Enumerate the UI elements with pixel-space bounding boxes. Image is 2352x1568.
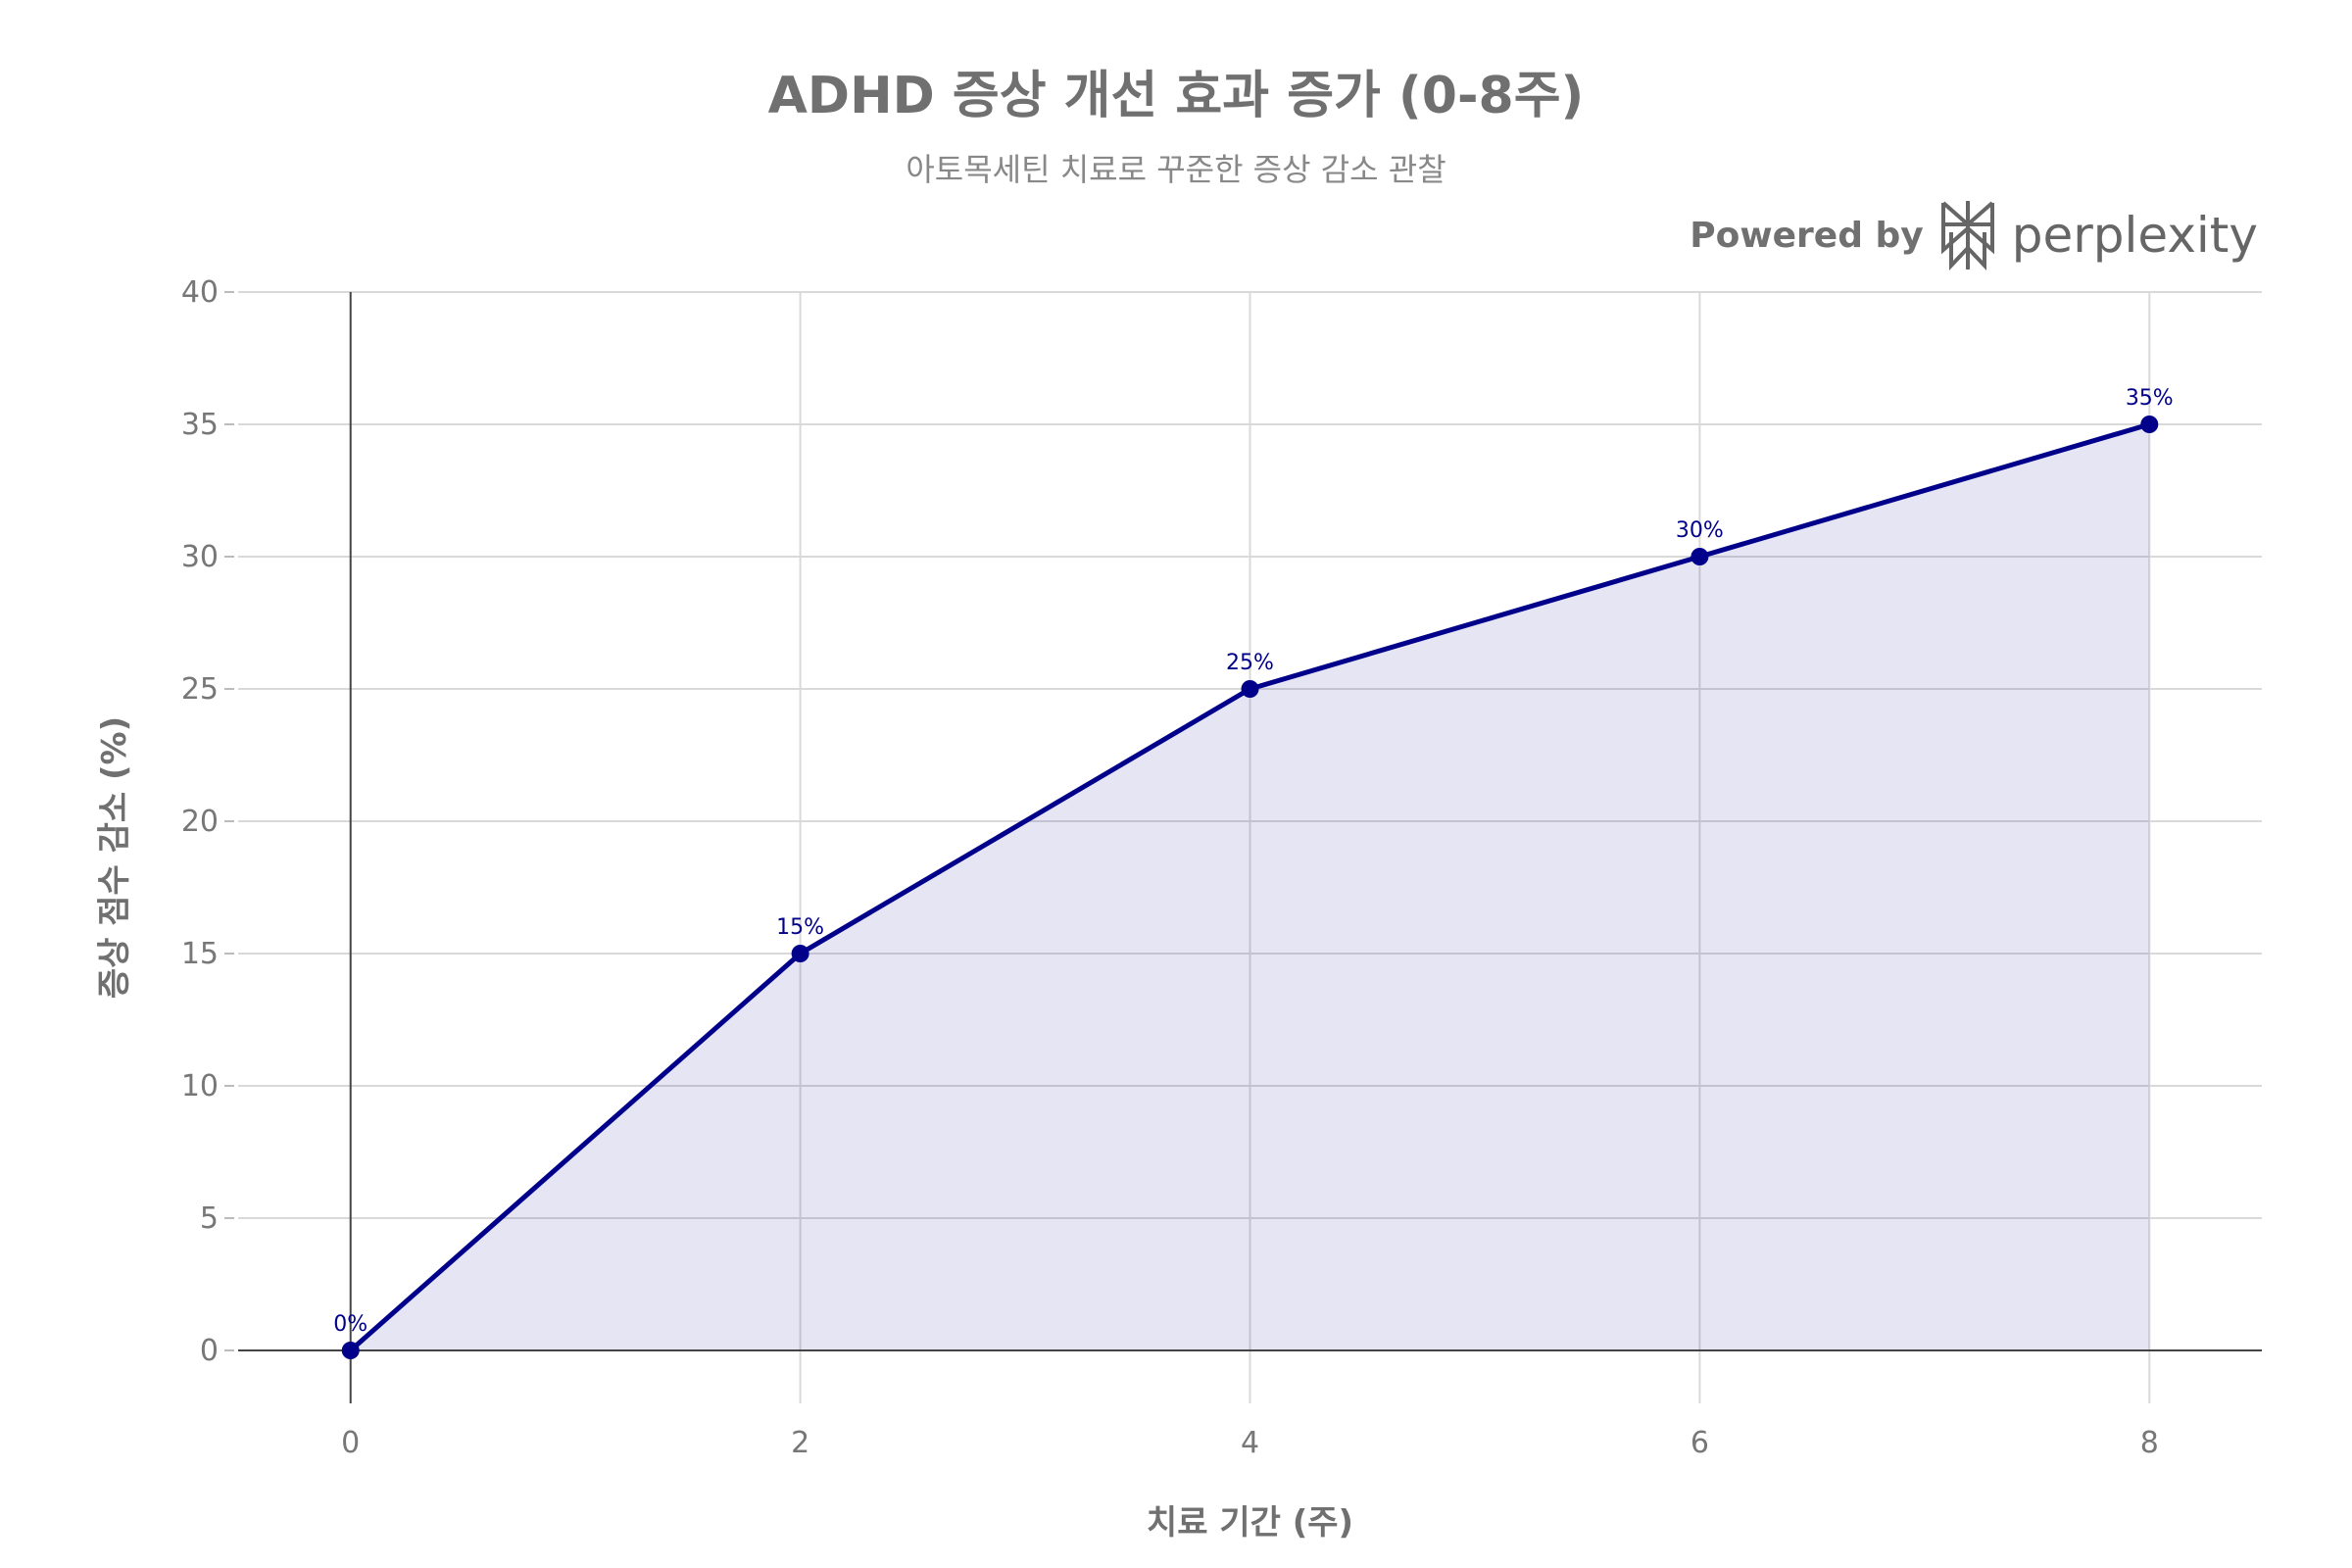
data-label: 25% [1226,651,1274,675]
y-tick-label: 0 [200,1334,219,1368]
y-tick-label: 40 [181,275,219,310]
data-point [1690,548,1709,565]
data-label: 35% [2126,386,2174,411]
x-axis-title: 치료 기간 (주) [1147,1503,1353,1543]
data-label: 15% [776,915,824,940]
data-label: 30% [1676,518,1724,543]
y-tick-label: 30 [181,540,219,574]
x-tick-label: 6 [1690,1426,1709,1460]
data-point [1241,680,1259,698]
y-tick-label: 20 [181,805,219,839]
area-fill [350,424,2150,1350]
powered-by-branding: Powered by perplexity [1690,196,2258,274]
label-layer: 0% 15% 25% 30% 35% [333,386,2173,1337]
perplexity-logo-icon [1940,201,1994,271]
data-label: 0% [333,1312,368,1337]
x-tick-label: 2 [791,1426,809,1460]
data-point [2140,416,2159,433]
y-axis-title: 증상 점수 감소 (%) [95,716,134,999]
data-point [791,945,809,962]
y-tick-label: 10 [181,1069,219,1103]
axis-layer [238,292,2262,1403]
y-tick-label: 25 [181,672,219,707]
chart-title: ADHD 증상 개선 효과 증가 (0-8주) [767,67,1585,125]
tick-layer: 0 5 10 15 20 25 30 35 40 0 2 4 6 8 [181,275,2159,1460]
x-tick-label: 0 [341,1426,360,1460]
x-tick-label: 8 [2140,1426,2159,1460]
brand-prefix: Powered by [1690,215,1924,256]
data-point [341,1342,360,1359]
y-tick-label: 5 [200,1201,219,1236]
x-tick-label: 4 [1241,1426,1259,1460]
brand-name: perplexity [2011,207,2258,264]
point-layer [341,416,2159,1359]
y-tick-label: 35 [181,408,219,442]
chart-subtitle: 아토목세틴 치료로 꾸준한 증상 감소 관찰 [906,151,1446,188]
y-tick-label: 15 [181,937,219,971]
